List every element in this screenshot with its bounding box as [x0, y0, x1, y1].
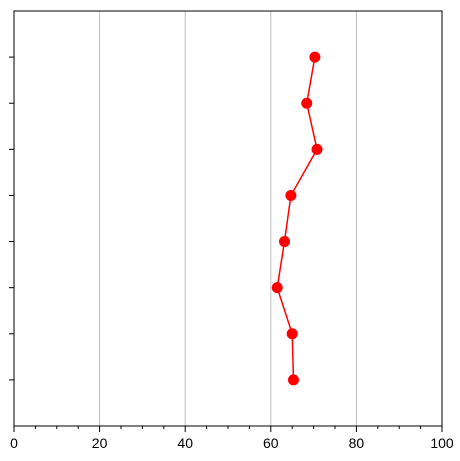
x-tick-label: 80 [349, 435, 365, 451]
x-tick-label: 60 [263, 435, 279, 451]
x-tick-label: 40 [177, 435, 193, 451]
x-tick-label: 20 [92, 435, 108, 451]
grid-lines [99, 11, 357, 426]
data-point [311, 143, 323, 155]
data-point [287, 374, 299, 386]
data-point [309, 51, 321, 63]
plot-frame [13, 10, 443, 427]
series-line [276, 56, 318, 380]
data-point [271, 282, 283, 294]
data-point [286, 328, 298, 340]
data-series [271, 51, 323, 386]
data-point [285, 189, 297, 201]
axis-ticks [9, 56, 443, 432]
x-tick-labels: 0 20 40 60 80 100 [10, 435, 454, 451]
data-point [301, 97, 313, 109]
x-tick-label: 0 [10, 435, 18, 451]
data-point [278, 236, 290, 248]
x-tick-label: 100 [430, 435, 454, 451]
